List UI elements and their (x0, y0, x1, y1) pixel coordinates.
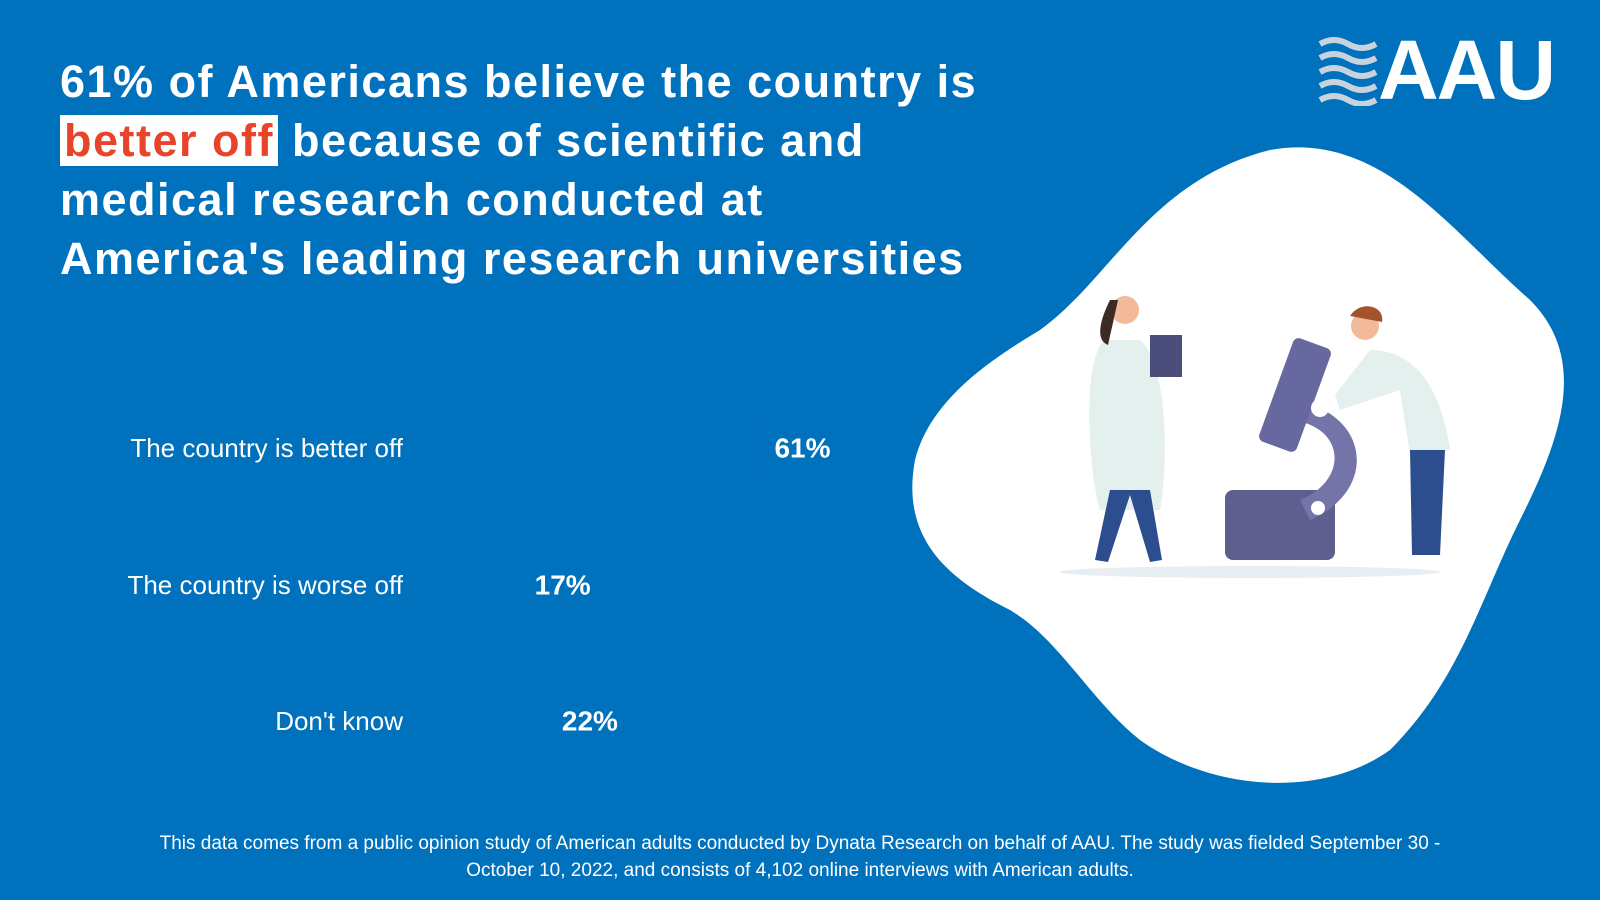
value-label: 17% (535, 569, 591, 600)
category-label: The country is better off (130, 433, 403, 463)
headline-text: 61% of Americans believe the country is (60, 56, 978, 107)
logo: AAU (1318, 22, 1556, 119)
category-label: Don't know (275, 706, 403, 736)
category-label: The country is worse off (127, 570, 403, 600)
logo-text: AAU (1378, 23, 1556, 117)
logo-waves (1318, 37, 1378, 106)
value-label: 22% (562, 705, 618, 736)
bar (430, 565, 523, 609)
bar (430, 701, 550, 745)
headline-text: because of scientific and medical resear… (60, 115, 965, 284)
value-label: 61% (774, 432, 830, 463)
blob (912, 147, 1564, 783)
headline: 61% of Americans believe the country is … (60, 52, 1000, 288)
headline-highlight: better off (60, 115, 278, 166)
illustration (1060, 296, 1450, 578)
footnote: This data comes from a public opinion st… (159, 833, 1441, 881)
bar (430, 428, 763, 472)
